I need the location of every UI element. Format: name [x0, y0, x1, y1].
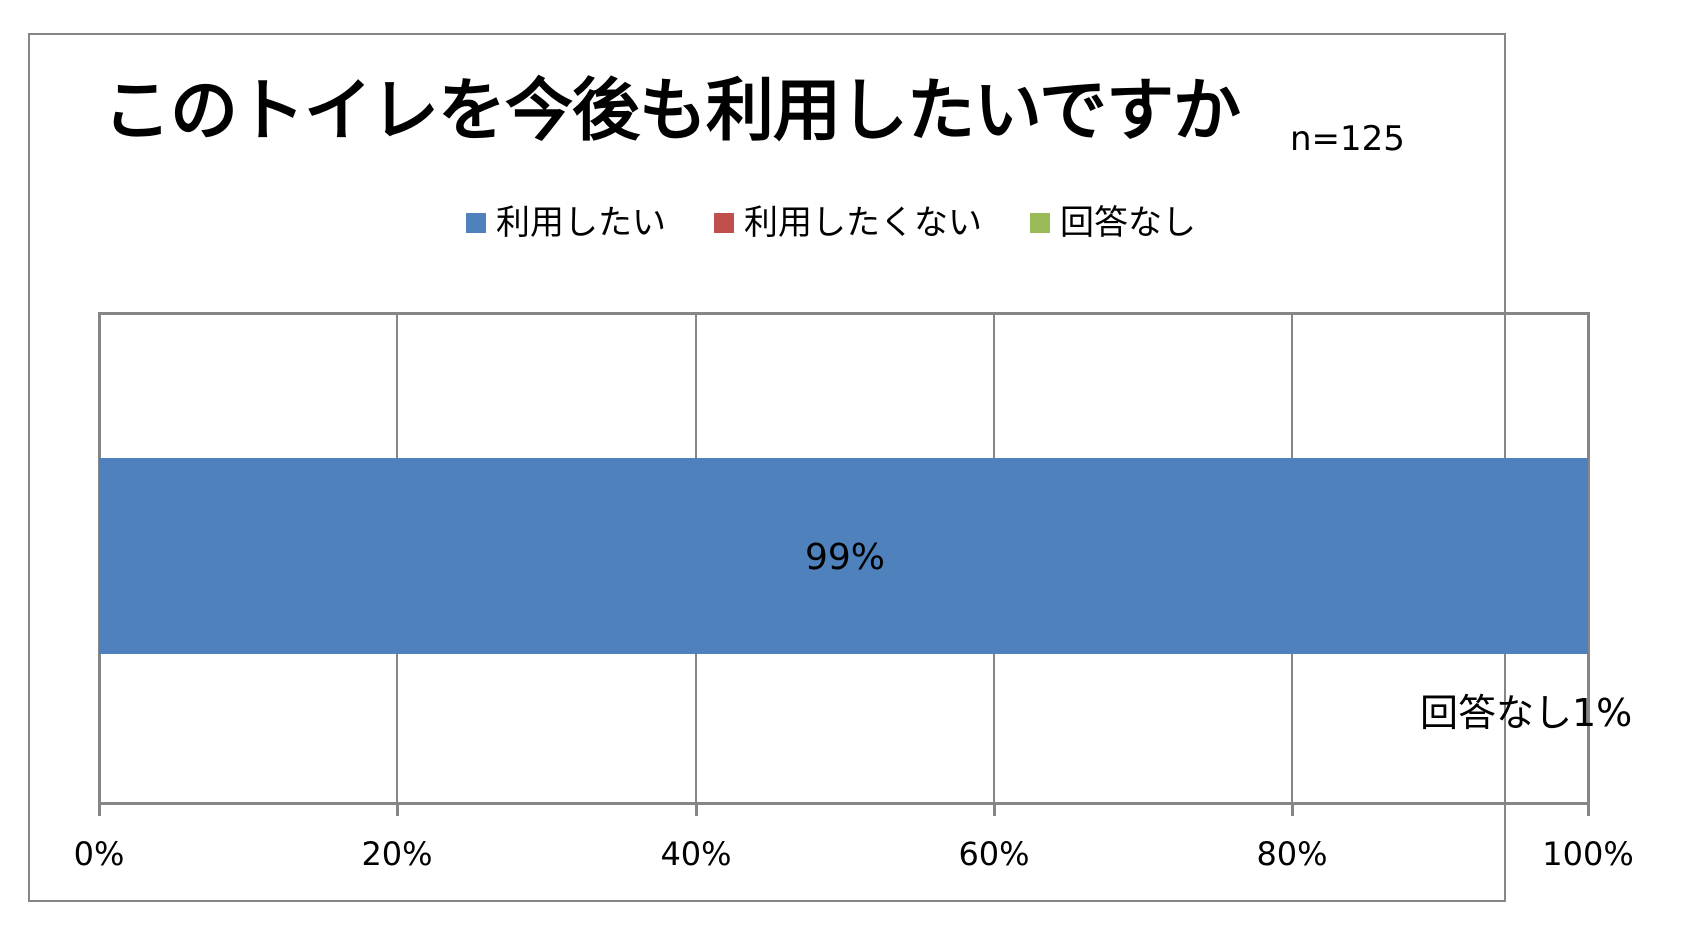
legend-label: 利用したい: [496, 203, 666, 243]
x-tick-label: 0%: [73, 835, 125, 873]
x-tick-label: 60%: [958, 835, 1030, 873]
bar-value-label: 99%: [804, 537, 886, 578]
x-tick: [98, 802, 101, 816]
x-tick: [695, 802, 698, 816]
legend-item-dont-want-to-use: 利用したくない: [714, 206, 982, 240]
legend-swatch-green: [1030, 213, 1050, 233]
x-tick: [396, 802, 399, 816]
x-axis: [98, 802, 1590, 805]
x-tick-label: 100%: [1542, 835, 1634, 873]
legend-item-want-to-use: 利用したい: [466, 206, 666, 240]
x-tick-label: 40%: [660, 835, 732, 873]
x-tick-label: 80%: [1256, 835, 1328, 873]
x-tick: [1587, 802, 1590, 816]
chart-title: このトイレを今後も利用したいですか: [103, 72, 1241, 151]
x-tick: [993, 802, 996, 816]
legend-label: 回答なし: [1060, 203, 1196, 243]
no-answer-value-label: 回答なし1%: [1420, 691, 1633, 735]
legend-swatch-blue: [466, 213, 486, 233]
legend-label: 利用したくない: [744, 203, 982, 243]
legend: 利用したい 利用したくない 回答なし: [466, 206, 1244, 240]
legend-item-no-answer: 回答なし: [1030, 206, 1196, 240]
x-tick: [1291, 802, 1294, 816]
legend-swatch-red: [714, 213, 734, 233]
bar-want-to-use: [99, 458, 1588, 654]
x-tick-label: 20%: [361, 835, 433, 873]
sample-size-label: n=125: [1290, 119, 1405, 159]
